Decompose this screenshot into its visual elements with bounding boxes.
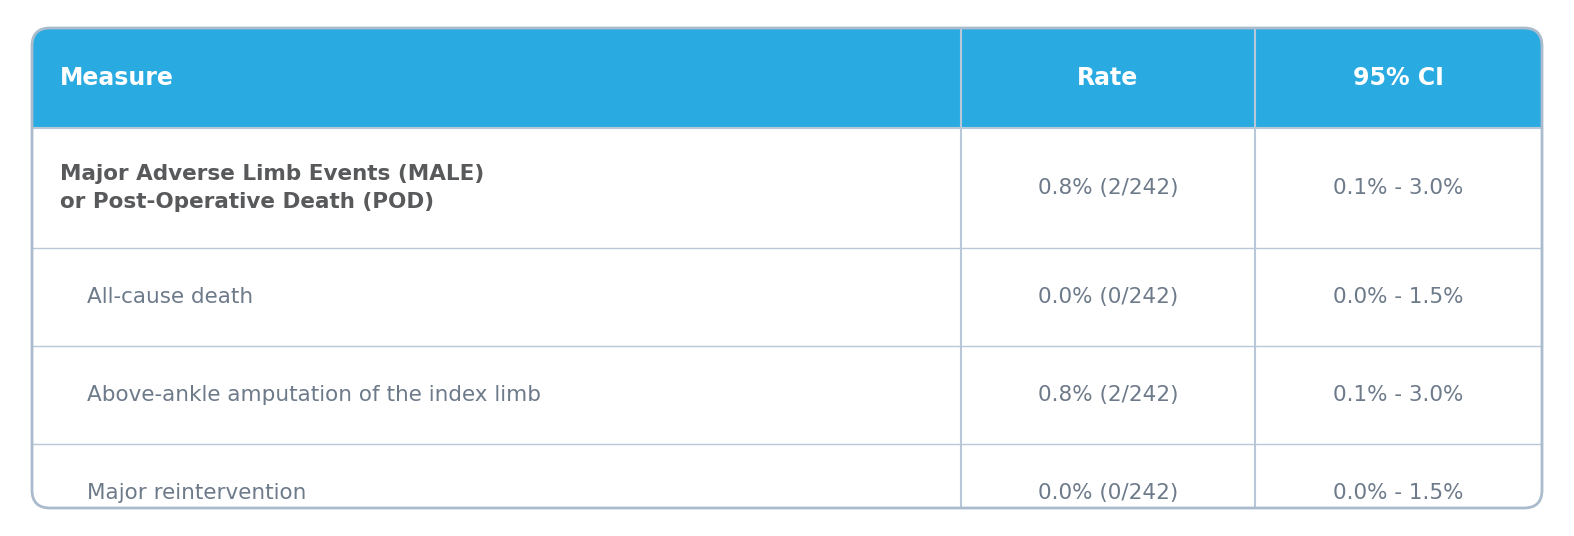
Text: Major Adverse Limb Events (MALE)
or Post-Operative Death (POD): Major Adverse Limb Events (MALE) or Post… (60, 164, 485, 212)
Text: 0.0% - 1.5%: 0.0% - 1.5% (1333, 287, 1464, 307)
Text: Rate: Rate (1077, 66, 1138, 90)
Text: 0.0% - 1.5%: 0.0% - 1.5% (1333, 483, 1464, 503)
Text: 0.1% - 3.0%: 0.1% - 3.0% (1333, 178, 1464, 198)
Text: 0.8% (2/242): 0.8% (2/242) (1037, 385, 1177, 405)
Text: 0.0% (0/242): 0.0% (0/242) (1037, 483, 1177, 503)
Text: 0.0% (0/242): 0.0% (0/242) (1037, 287, 1177, 307)
Text: Measure: Measure (60, 66, 173, 90)
Text: All-cause death: All-cause death (87, 287, 253, 307)
Text: 95% CI: 95% CI (1354, 66, 1443, 90)
FancyBboxPatch shape (31, 28, 1543, 508)
FancyBboxPatch shape (31, 128, 1543, 508)
Text: 0.1% - 3.0%: 0.1% - 3.0% (1333, 385, 1464, 405)
Text: Above-ankle amputation of the index limb: Above-ankle amputation of the index limb (87, 385, 541, 405)
Text: Major reintervention: Major reintervention (87, 483, 307, 503)
Bar (31, 128, 1543, 146)
Text: 0.8% (2/242): 0.8% (2/242) (1037, 178, 1177, 198)
